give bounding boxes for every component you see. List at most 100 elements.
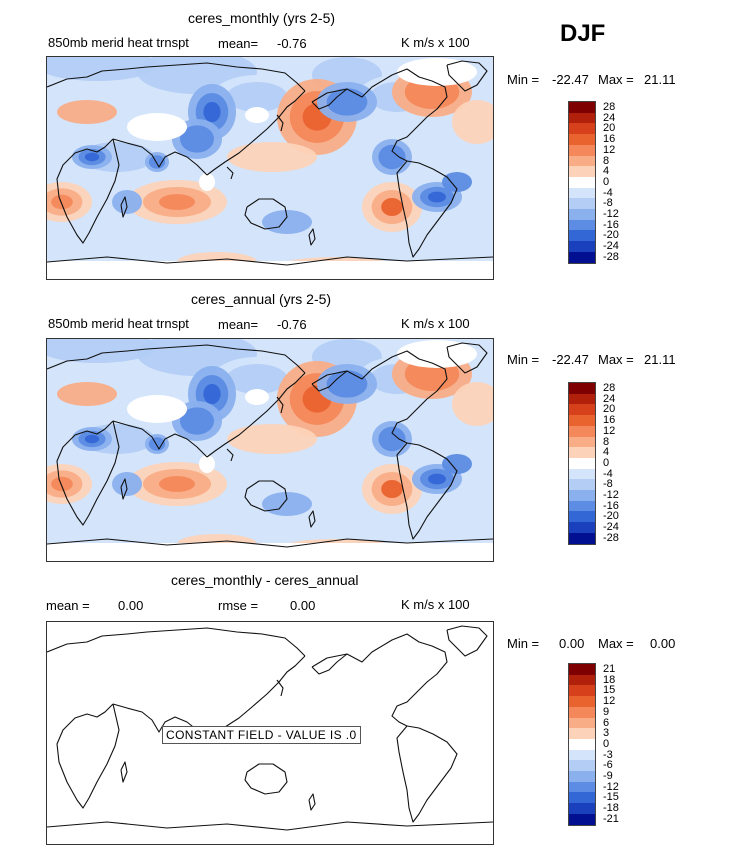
colorbar-swatch [569, 696, 595, 708]
panel-3-min-label: Min = [507, 636, 540, 651]
colorbar-swatch [569, 176, 595, 188]
panel-3-max-value: 0.00 [650, 636, 676, 651]
colorbar-swatch [569, 674, 595, 686]
colorbar-swatch [569, 415, 595, 427]
panel-3-rmse-label: rmse = [218, 598, 259, 613]
field-contour [378, 144, 406, 170]
colorbar-tick-label: -9 [603, 770, 613, 782]
colorbar-tick-label: -20 [603, 510, 619, 523]
colorbar-swatch [569, 522, 595, 534]
colorbar-swatch [569, 187, 595, 199]
panel-3-max-label: Max = [598, 636, 634, 651]
colorbar-swatch [569, 717, 595, 729]
coastline-path [226, 166, 234, 180]
colorbar-swatch [569, 511, 595, 523]
field-contour [148, 437, 166, 451]
coastline-path [311, 68, 448, 162]
field-contour [428, 191, 446, 203]
colorbar-tick-label: -15 [603, 791, 619, 804]
colorbar-strip [568, 101, 596, 264]
colorbar-tick-label: -4 [603, 467, 613, 480]
panel-3-coastline-map [47, 625, 493, 831]
colorbar-tick-label: -12 [603, 780, 619, 793]
field-contour [51, 476, 73, 492]
missing-data-area [245, 389, 269, 405]
field-contour [51, 194, 73, 210]
panel-2-units: K m/s x 100 [401, 316, 470, 331]
colorbar-swatch [569, 664, 595, 676]
colorbar-swatch [569, 209, 595, 221]
missing-data-area [127, 395, 187, 423]
field-contour [381, 198, 403, 216]
panel-1-min-value: -22.47 [552, 72, 589, 87]
colorbar-swatch [569, 123, 595, 135]
field-contour [442, 454, 472, 474]
field-contour [159, 194, 195, 210]
coastline-path [47, 62, 306, 92]
colorbar-tick-label: 6 [603, 716, 610, 729]
colorbar-tick-label: 20 [603, 403, 616, 416]
colorbar-tick-label: -4 [603, 186, 613, 199]
colorbar-swatch [569, 500, 595, 512]
coastline-path [244, 198, 288, 230]
coastline-path [446, 342, 488, 374]
colorbar-tick-label: -21 [603, 812, 619, 825]
colorbar-swatch [569, 532, 595, 544]
colorbar-swatch [569, 792, 595, 804]
field-contour [452, 100, 493, 144]
coastline-path [308, 228, 316, 246]
colorbar-swatch [569, 166, 595, 178]
coastline-path [112, 420, 208, 458]
panel-2-map [46, 338, 494, 562]
colorbar-tick-label: -12 [603, 208, 619, 220]
colorbar-swatch [569, 685, 595, 697]
constant-field-notice: CONSTANT FIELD - VALUE IS .0 [162, 726, 361, 744]
colorbar-tick-label: 20 [603, 122, 616, 135]
coastline-path [276, 114, 284, 132]
colorbar-tick-label: -8 [603, 197, 613, 210]
coastline-path [120, 478, 128, 500]
field-contour [57, 382, 117, 406]
colorbar-swatch [569, 230, 595, 242]
coastline-path [56, 703, 120, 809]
missing-data-area [245, 107, 269, 123]
field-contour [203, 101, 221, 123]
panel-2-max-label: Max = [598, 352, 634, 367]
field-contour [326, 88, 368, 116]
colorbar-swatch [569, 198, 595, 210]
colorbar-tick-label: 4 [603, 165, 610, 178]
field-contour [102, 233, 222, 261]
colorbar-swatch [569, 813, 595, 825]
panel-1-title: ceres_monthly (yrs 2-5) [188, 10, 336, 26]
panel-1-max-value: 21.11 [644, 72, 676, 87]
colorbar-swatch [569, 383, 595, 395]
colorbar-tick-label: -16 [603, 218, 619, 231]
field-contour [378, 426, 406, 452]
colorbar-swatch [569, 468, 595, 480]
coastline-path [396, 725, 458, 823]
colorbar-swatch [569, 479, 595, 491]
colorbar-tick-label: 0 [603, 175, 610, 188]
field-contour [148, 155, 166, 169]
colorbar-tick-label: 15 [603, 684, 616, 697]
colorbar-tick-label: -20 [603, 229, 619, 242]
missing-data-area [397, 58, 477, 86]
colorbar-tick-label: 8 [603, 435, 610, 448]
coastline-path [311, 350, 448, 444]
panel-1-max-label: Max = [598, 72, 634, 87]
colorbar-tick-label: 3 [603, 727, 610, 740]
colorbar-tick-label: -3 [603, 748, 613, 761]
field-contour [180, 125, 214, 153]
field-contour [262, 210, 312, 234]
colorbar-tick-label: -28 [603, 531, 619, 544]
colorbar-swatch [569, 749, 595, 761]
colorbar-tick-label: 0 [603, 456, 610, 469]
colorbar-swatch [569, 457, 595, 469]
colorbar-swatch [569, 706, 595, 718]
colorbar-swatch [569, 251, 595, 263]
colorbar-tick-label: 28 [603, 101, 616, 113]
colorbar-strip [568, 382, 596, 545]
field-contour [203, 383, 221, 405]
colorbar-swatch [569, 219, 595, 231]
field-contour [47, 339, 157, 363]
